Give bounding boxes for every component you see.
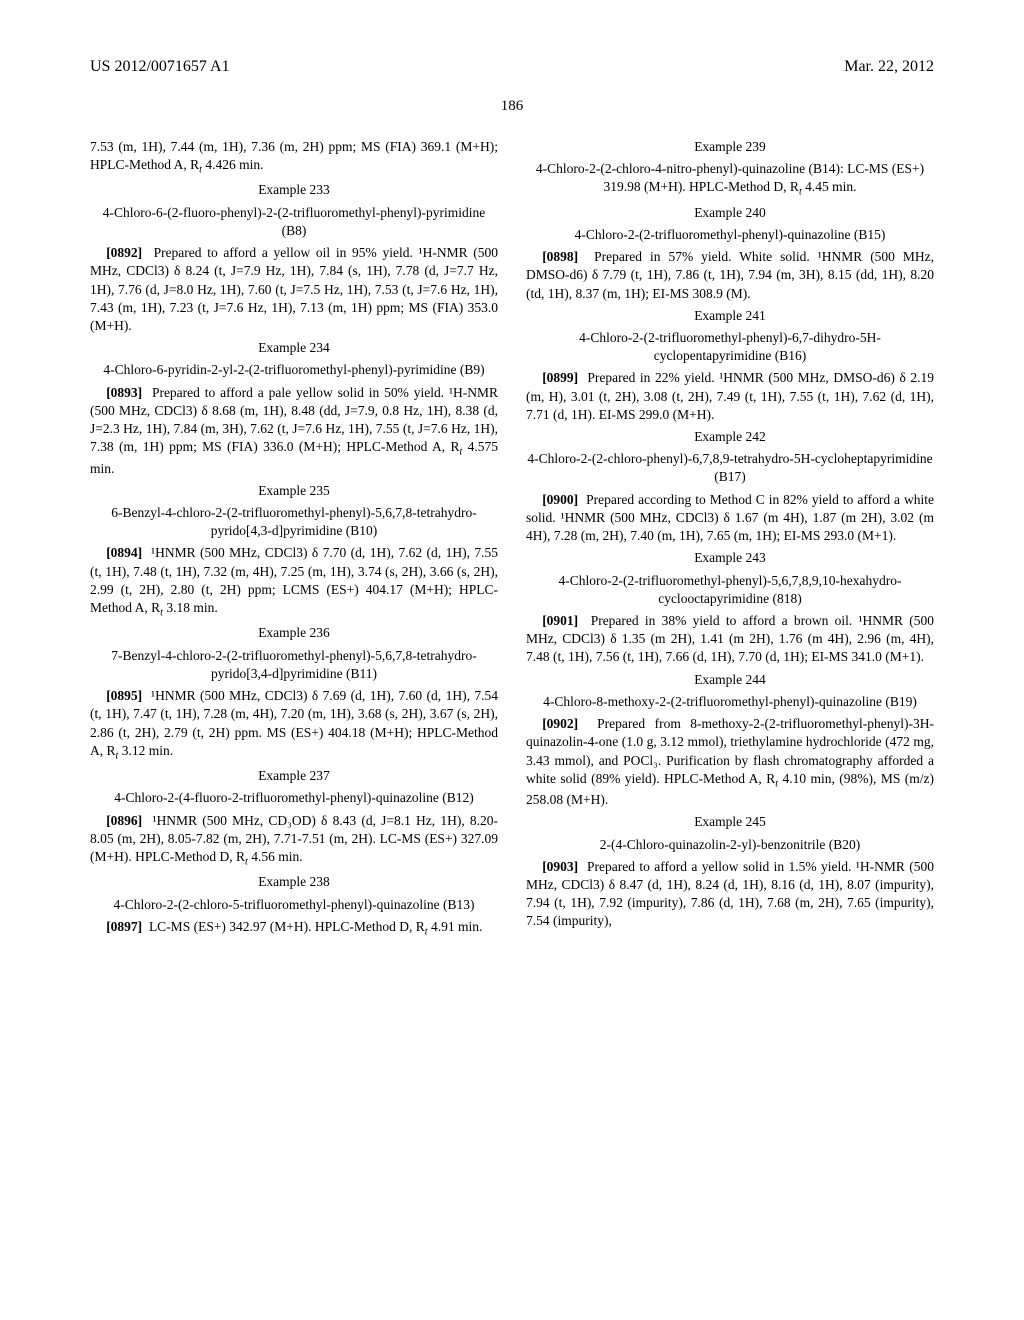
example-235: Example 235 6-Benzyl-4-chloro-2-(2-trifl… <box>90 482 498 621</box>
para-ref: [0899] <box>542 370 578 385</box>
example-234: Example 234 4-Chloro-6-pyridin-2-yl-2-(2… <box>90 339 498 478</box>
para-body: LC-MS (ES+) 342.97 (M+H). HPLC-Method D,… <box>149 919 425 934</box>
compound-title: 4-Chloro-2-(2-trifluoromethyl-phenyl)-qu… <box>526 226 934 244</box>
example-241: Example 241 4-Chloro-2-(2-trifluoromethy… <box>526 307 934 424</box>
example-label: Example 237 <box>90 767 498 785</box>
example-label: Example 242 <box>526 428 934 446</box>
example-240: Example 240 4-Chloro-2-(2-trifluoromethy… <box>526 204 934 303</box>
para-ref: [0897] <box>106 919 142 934</box>
example-label: Example 243 <box>526 549 934 567</box>
compound-title: 7-Benzyl-4-chloro-2-(2-trifluoromethyl-p… <box>90 647 498 683</box>
carryover-text: 7.53 (m, 1H), 7.44 (m, 1H), 7.36 (m, 2H)… <box>90 138 498 178</box>
para-body: Prepared in 22% yield. ¹HNMR (500 MHz, D… <box>526 370 934 421</box>
compound-title: 4-Chloro-2-(4-fluoro-2-trifluoromethyl-p… <box>90 789 498 807</box>
doc-date: Mar. 22, 2012 <box>844 56 934 78</box>
para-body: Prepared in 38% yield to afford a brown … <box>526 613 934 664</box>
example-243: Example 243 4-Chloro-2-(2-trifluoromethy… <box>526 549 934 666</box>
para-body: Prepared to afford a pale yellow solid i… <box>90 385 498 455</box>
para-ref: [0893] <box>106 385 142 400</box>
para-ref: [0901] <box>542 613 578 628</box>
compound-title: 2-(4-Chloro-quinazolin-2-yl)-benzonitril… <box>526 836 934 854</box>
body-columns: 7.53 (m, 1H), 7.44 (m, 1H), 7.36 (m, 2H)… <box>90 138 934 943</box>
para-ref: [0892] <box>106 245 142 260</box>
example-237: Example 237 4-Chloro-2-(4-fluoro-2-trifl… <box>90 767 498 869</box>
example-label: Example 241 <box>526 307 934 325</box>
para-ref: [0898] <box>542 249 578 264</box>
example-244: Example 244 4-Chloro-8-methoxy-2-(2-trif… <box>526 671 934 810</box>
compound-title: 4-Chloro-2-(2-trifluoromethyl-phenyl)-6,… <box>526 329 934 365</box>
example-233: Example 233 4-Chloro-6-(2-fluoro-phenyl)… <box>90 181 498 335</box>
example-label: Example 244 <box>526 671 934 689</box>
doc-number: US 2012/0071657 A1 <box>90 56 230 78</box>
para-ref: [0903] <box>542 859 578 874</box>
para-body: ¹HNMR (500 MHz, CDCl3) δ 7.70 (d, 1H), 7… <box>90 545 498 615</box>
example-label: Example 245 <box>526 813 934 831</box>
para-body: Prepared according to Method C in 82% yi… <box>526 492 934 543</box>
compound-title: 4-Chloro-2-(2-chloro-4-nitro-phenyl)-qui… <box>526 160 934 200</box>
para-ref: [0896] <box>106 813 142 828</box>
para-body: Prepared in 57% yield. White solid. ¹HNM… <box>526 249 934 300</box>
compound-title: 4-Chloro-6-(2-fluoro-phenyl)-2-(2-triflu… <box>90 204 498 240</box>
compound-title: 6-Benzyl-4-chloro-2-(2-trifluoromethyl-p… <box>90 504 498 540</box>
example-236: Example 236 7-Benzyl-4-chloro-2-(2-trifl… <box>90 624 498 763</box>
para-body: Prepared to afford a yellow solid in 1.5… <box>526 859 934 929</box>
compound-title: 4-Chloro-2-(2-chloro-phenyl)-6,7,8,9-tet… <box>526 450 934 486</box>
example-label: Example 238 <box>90 873 498 891</box>
example-label: Example 236 <box>90 624 498 642</box>
para-ref: [0900] <box>542 492 578 507</box>
example-label: Example 240 <box>526 204 934 222</box>
para-ref: [0894] <box>106 545 142 560</box>
para-ref: [0902] <box>542 716 578 731</box>
para-ref: [0895] <box>106 688 142 703</box>
example-label: Example 235 <box>90 482 498 500</box>
example-245: Example 245 2-(4-Chloro-quinazolin-2-yl)… <box>526 813 934 930</box>
example-239: Example 239 4-Chloro-2-(2-chloro-4-nitro… <box>526 138 934 200</box>
compound-title: 4-Chloro-6-pyridin-2-yl-2-(2-trifluorome… <box>90 361 498 379</box>
compound-title: 4-Chloro-2-(2-trifluoromethyl-phenyl)-5,… <box>526 572 934 608</box>
para-body: Prepared to afford a yellow oil in 95% y… <box>90 245 498 333</box>
example-242: Example 242 4-Chloro-2-(2-chloro-phenyl)… <box>526 428 934 545</box>
example-238: Example 238 4-Chloro-2-(2-chloro-5-trifl… <box>90 873 498 939</box>
compound-title: 4-Chloro-8-methoxy-2-(2-trifluoromethyl-… <box>526 693 934 711</box>
compound-title: 4-Chloro-2-(2-chloro-5-trifluoromethyl-p… <box>90 896 498 914</box>
example-label: Example 234 <box>90 339 498 357</box>
page-number: 186 <box>90 96 934 116</box>
example-label: Example 239 <box>526 138 934 156</box>
example-label: Example 233 <box>90 181 498 199</box>
